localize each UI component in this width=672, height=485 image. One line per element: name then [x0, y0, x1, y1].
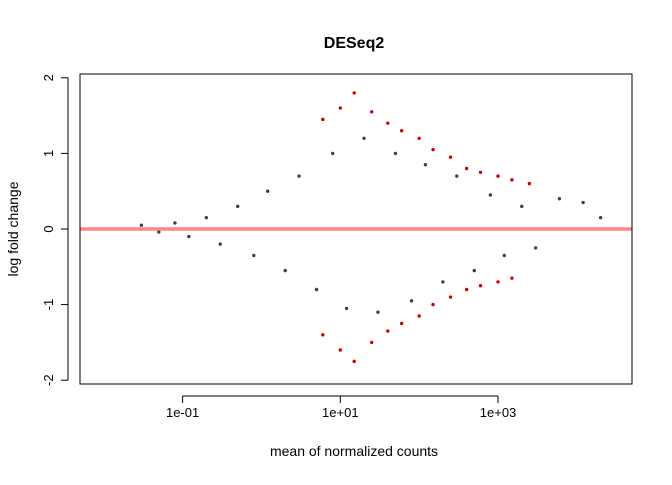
data-point	[139, 223, 144, 227]
data-point	[464, 287, 469, 292]
data-point	[431, 302, 435, 307]
x-tick-label: 1e+03	[480, 405, 517, 420]
data-point	[417, 136, 421, 140]
y-tick-label: 0	[41, 225, 56, 232]
y-axis-label: log fold change	[5, 181, 21, 276]
y-tick-label: -1	[41, 299, 56, 311]
axes-layer: 1e-01 1e+01 1e+03 -2 -1 0 1 2	[41, 73, 633, 420]
data-point	[533, 246, 538, 250]
data-point	[448, 155, 453, 159]
data-point	[173, 221, 177, 225]
data-point	[376, 310, 380, 314]
data-point	[352, 91, 356, 95]
series-significant	[321, 91, 532, 364]
data-point	[510, 276, 514, 280]
data-point	[496, 174, 500, 178]
data-point	[399, 129, 404, 133]
data-point	[314, 287, 319, 292]
x-tick-label: 1e-01	[166, 405, 199, 420]
data-point	[488, 193, 493, 197]
data-point	[478, 170, 483, 174]
data-point	[409, 299, 414, 303]
data-point	[455, 174, 459, 178]
data-point	[472, 268, 476, 273]
data-point	[510, 178, 514, 182]
data-point	[344, 306, 349, 311]
data-point	[321, 117, 325, 122]
data-point	[581, 200, 585, 205]
data-point	[338, 348, 343, 352]
y-tick-label: 1	[41, 150, 56, 157]
data-point	[386, 121, 390, 125]
data-point	[236, 204, 240, 209]
plot-frame	[79, 73, 633, 385]
data-point	[157, 230, 161, 234]
data-point	[386, 329, 390, 333]
data-point	[431, 147, 435, 152]
x-tick-label: 1e+01	[322, 405, 359, 420]
y-tick-label: 2	[41, 74, 56, 81]
data-point	[478, 284, 483, 288]
data-point	[399, 321, 404, 326]
data-point	[598, 215, 603, 220]
data-point	[448, 295, 453, 299]
data-point	[393, 151, 398, 156]
data-point	[527, 181, 532, 186]
data-point	[369, 110, 374, 114]
data-point	[283, 268, 287, 273]
data-point	[265, 189, 270, 193]
data-point	[204, 215, 209, 220]
data-point	[502, 253, 506, 258]
data-point	[496, 280, 500, 284]
points-layer	[139, 91, 603, 364]
data-point	[297, 174, 301, 178]
data-point	[187, 234, 191, 239]
data-point	[441, 280, 445, 284]
data-point	[557, 197, 562, 201]
data-point	[362, 136, 366, 140]
data-point	[417, 314, 421, 318]
y-tick-label: -2	[41, 374, 56, 386]
data-point	[464, 166, 469, 171]
data-point	[338, 106, 343, 110]
x-axis-label: mean of normalized counts	[270, 443, 438, 459]
series-not-significant	[139, 136, 603, 314]
data-point	[352, 359, 356, 364]
data-point	[369, 340, 374, 345]
data-point	[520, 204, 524, 209]
data-point	[423, 163, 428, 167]
data-point	[252, 253, 256, 258]
data-point	[321, 333, 325, 337]
data-point	[218, 242, 222, 246]
data-point	[330, 151, 335, 156]
chart-title: DESeq2	[324, 35, 385, 52]
